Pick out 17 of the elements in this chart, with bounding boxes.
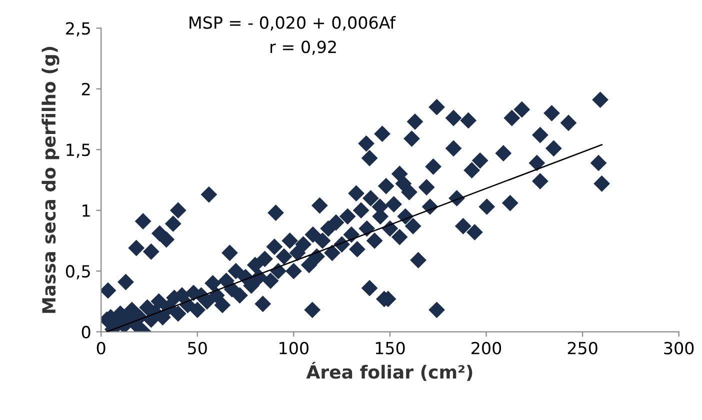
x-tick-label: 0 [96, 342, 106, 354]
x-tick-label: 50 [188, 342, 207, 354]
x-tick-label: 300 [664, 342, 694, 354]
y-tick-label: 1 [82, 204, 90, 217]
x-tick-label: 100 [280, 342, 308, 354]
annotation: MSP = - 0,020 + 0,006Af [190, 16, 396, 31]
x-tick-label: 250 [568, 342, 598, 354]
y-tick-label: 1,5 [66, 144, 90, 158]
y-tick-label: 0 [82, 326, 90, 338]
y-axis-title: Massa seca do perfilho (g) [42, 46, 60, 313]
y-tick-label: 2,5 [66, 22, 90, 36]
y-tick-label: 0,5 [66, 265, 90, 280]
annotation: r = 0,92 [270, 40, 336, 55]
x-axis-title: Área foliar (cm²) [306, 362, 472, 381]
x-tick-label: 200 [472, 342, 502, 354]
x-tick-label: 150 [376, 342, 405, 354]
y-tick-label: 2 [82, 82, 90, 96]
